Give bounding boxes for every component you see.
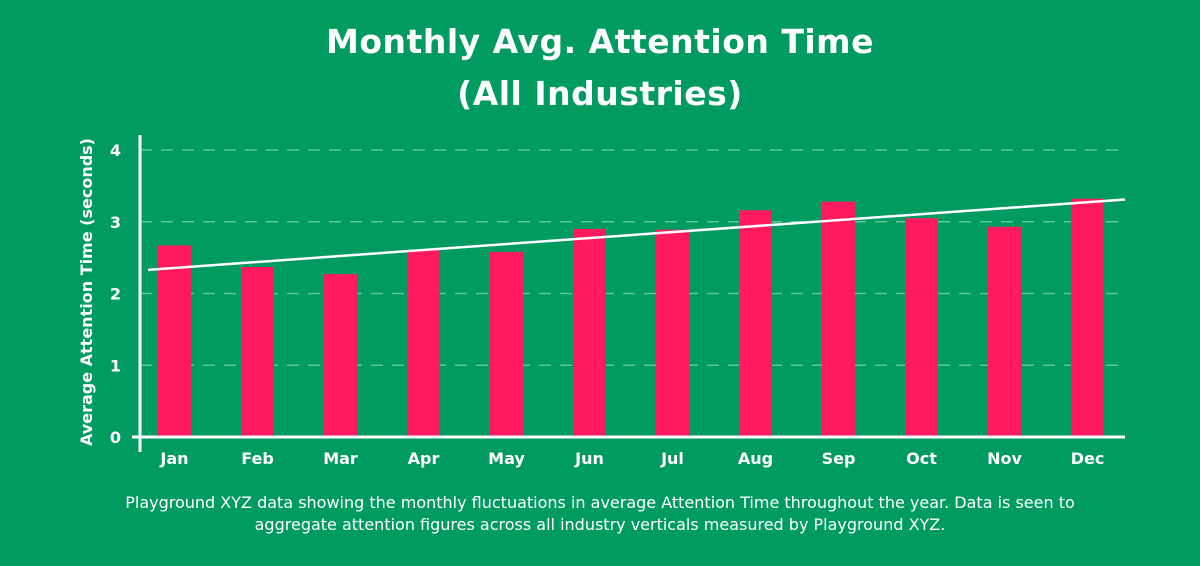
y-tick-label: 0 bbox=[110, 428, 121, 447]
chart-title-line-1: Monthly Avg. Attention Time bbox=[326, 22, 874, 61]
x-tick-label: Dec bbox=[1071, 449, 1105, 468]
chart-caption: Playground XYZ data showing the monthly … bbox=[60, 492, 1140, 536]
bar-dec bbox=[1071, 198, 1104, 437]
y-tick-label: 3 bbox=[110, 213, 121, 232]
y-axis-title: Average Attention Time (seconds) bbox=[77, 138, 96, 446]
x-tick-label: Nov bbox=[987, 449, 1022, 468]
x-tick-label: Feb bbox=[241, 449, 274, 468]
x-tick-label: May bbox=[488, 449, 525, 468]
x-tick-label: Jun bbox=[574, 449, 604, 468]
bar-feb bbox=[241, 266, 274, 437]
bar-jan bbox=[158, 245, 191, 437]
x-tick-label: Aug bbox=[738, 449, 773, 468]
bar-apr bbox=[407, 250, 440, 437]
caption-line-2: aggregate attention figures across all i… bbox=[254, 515, 946, 534]
bar-jul bbox=[656, 229, 689, 437]
x-tick-label: Jan bbox=[159, 449, 188, 468]
bar-mar bbox=[324, 274, 357, 437]
y-tick-label: 4 bbox=[110, 141, 121, 160]
bar-aug bbox=[739, 210, 772, 437]
trendline bbox=[147, 198, 1126, 272]
bar-may bbox=[490, 251, 523, 437]
chart-title-line-2: (All Industries) bbox=[457, 74, 743, 113]
bar-nov bbox=[988, 226, 1021, 437]
x-tick-label: Apr bbox=[408, 449, 440, 468]
bar-sep bbox=[822, 201, 855, 437]
x-tick-label: Mar bbox=[323, 449, 358, 468]
y-tick-label: 1 bbox=[110, 356, 121, 375]
bar-oct bbox=[905, 218, 938, 437]
x-tick-label: Oct bbox=[906, 449, 937, 468]
x-tick-label: Jul bbox=[660, 449, 684, 468]
x-tick-label: Sep bbox=[822, 449, 856, 468]
caption-line-1: Playground XYZ data showing the monthly … bbox=[125, 493, 1075, 512]
bar-jun bbox=[573, 228, 606, 437]
y-tick-label: 2 bbox=[110, 285, 121, 304]
